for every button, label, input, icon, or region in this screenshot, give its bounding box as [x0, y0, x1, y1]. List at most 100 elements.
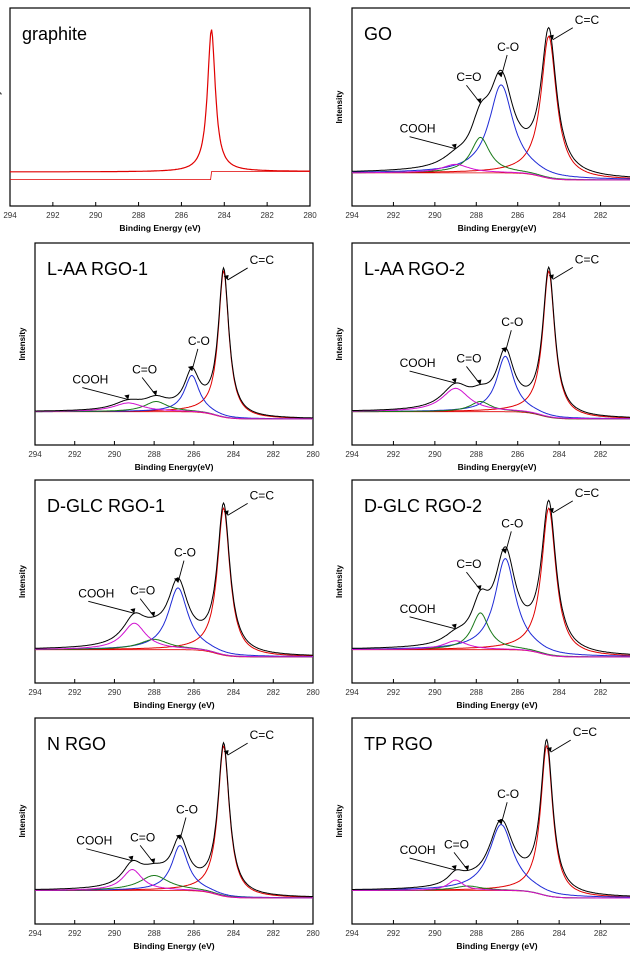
annotation-cooh: COOH — [76, 834, 112, 848]
annotation-co: C=O — [130, 830, 155, 844]
x-axis-label: Binding Energy (eV) — [119, 223, 200, 233]
arrow-head — [223, 750, 229, 756]
x-tick-label: 288 — [470, 929, 484, 938]
x-tick-label: 294 — [28, 688, 42, 697]
arrow-head — [130, 608, 136, 614]
x-tick-label: 290 — [428, 688, 442, 697]
annotation-arrow — [86, 848, 133, 862]
annotation-cc: C=C — [575, 13, 600, 27]
plot-frame — [351, 479, 630, 684]
y-axis-label: Intensity — [18, 565, 27, 598]
panel-title: N RGO — [47, 734, 106, 754]
annotation-cc: C=C — [573, 725, 598, 739]
x-tick-label: 290 — [428, 929, 442, 938]
x-tick-label: 292 — [387, 929, 401, 938]
peak-co — [352, 84, 630, 180]
arrow-head — [451, 143, 457, 149]
y-axis-label: Intensity — [335, 804, 344, 837]
annotation-arrow — [227, 742, 248, 756]
arrow-head — [548, 34, 554, 40]
plot-area — [35, 741, 313, 899]
annotation-arrow — [227, 502, 248, 516]
plot-area — [10, 29, 310, 181]
y-axis-label: Intensity — [335, 565, 344, 598]
x-axis-label: Binding Energy (eV) — [133, 700, 214, 710]
graphite-spectrum — [10, 29, 310, 173]
peak-cooh — [352, 879, 630, 899]
x-tick-label: 280 — [306, 450, 320, 459]
panel-title: L-AA RGO-2 — [364, 259, 465, 279]
plot-frame — [351, 717, 630, 925]
arrow-head — [128, 855, 134, 861]
annotation-cooh: COOH — [400, 602, 436, 616]
panel-2: GO 294 292 290 288 286 284 282 Binding Energy(eV… — [335, 7, 630, 233]
x-tick-label: 286 — [187, 929, 201, 938]
panel-7: N RGO 294 292 290 288 286 284 282 280 Binding Ene… — [18, 717, 320, 951]
x-axis-label: Binding Energy(eV) — [458, 462, 537, 472]
peak-cooh — [35, 622, 313, 658]
x-tick-label: 286 — [511, 929, 525, 938]
plot-area — [352, 265, 630, 420]
annotation-cooh: COOH — [78, 586, 114, 600]
arrow-head — [187, 365, 193, 371]
panel-3: L-AA RGO-1 294 292 290 288 286 284 282 280 Bindin… — [18, 242, 320, 472]
x-tick-label: 290 — [428, 211, 442, 220]
x-tick-label: 280 — [303, 211, 317, 220]
x-tick-label: 280 — [306, 929, 320, 938]
peak-cooh — [35, 402, 313, 420]
annotation-co: C-O — [497, 40, 519, 54]
peak-cooh — [352, 163, 630, 181]
panel-title: D-GLC RGO-2 — [364, 496, 482, 516]
panel-5: D-GLC RGO-1 294 292 290 288 286 284 282 280 Bindi… — [18, 479, 320, 710]
annotation-co: C-O — [176, 802, 198, 816]
x-tick-label: 286 — [511, 450, 525, 459]
annotation-co: C=O — [444, 837, 469, 851]
x-tick-label: 290 — [89, 211, 103, 220]
annotation-co: C=O — [456, 557, 481, 571]
y-axis-label: Intensity — [335, 327, 344, 360]
envelope — [35, 501, 313, 656]
arrow-head — [451, 623, 457, 629]
plot-frame — [9, 7, 311, 207]
plot-area — [352, 499, 630, 658]
plot-frame — [34, 479, 314, 684]
envelope — [352, 738, 630, 897]
plot-area — [35, 501, 313, 658]
x-tick-label: 288 — [470, 211, 484, 220]
arrow-head — [173, 577, 179, 583]
peak-co — [352, 136, 630, 181]
x-tick-label: 292 — [68, 929, 82, 938]
x-tick-label: 294 — [345, 211, 359, 220]
envelope — [352, 26, 630, 178]
x-tick-label: 284 — [552, 688, 566, 697]
x-tick-label: 294 — [28, 450, 42, 459]
panel-title: GO — [364, 24, 392, 44]
x-axis-label: Binding Energy (eV) — [133, 941, 214, 951]
arrow-head — [546, 747, 552, 753]
y-axis-label: Intensity — [18, 327, 27, 360]
x-tick-label: 288 — [470, 450, 484, 459]
peak-cc — [35, 744, 313, 898]
x-tick-label: 286 — [187, 450, 201, 459]
peak-cc — [352, 507, 630, 656]
x-tick-label: 286 — [511, 211, 525, 220]
arrow-head — [152, 390, 158, 396]
annotation-arrow — [552, 27, 574, 41]
x-tick-label: 286 — [175, 211, 189, 220]
x-tick-label: 284 — [227, 688, 241, 697]
x-tick-label: 284 — [552, 450, 566, 459]
x-tick-label: 292 — [387, 211, 401, 220]
annotation-arrow — [227, 267, 248, 281]
arrow-head — [464, 865, 469, 871]
arrow-head — [548, 507, 554, 513]
annotation-arrow — [191, 348, 199, 372]
arrow-head — [476, 585, 482, 591]
plot-area — [352, 26, 630, 181]
annotation-co: C-O — [501, 516, 523, 530]
panel-1: graphite 294 292 290 288 286 284 282 280 Binding … — [0, 7, 317, 233]
annotation-arrow — [552, 500, 574, 514]
annotation-co: C-O — [497, 787, 519, 801]
annotation-arrow — [552, 266, 574, 280]
x-axis-label: Binding Energy(eV) — [458, 223, 537, 233]
x-tick-label: 290 — [428, 450, 442, 459]
